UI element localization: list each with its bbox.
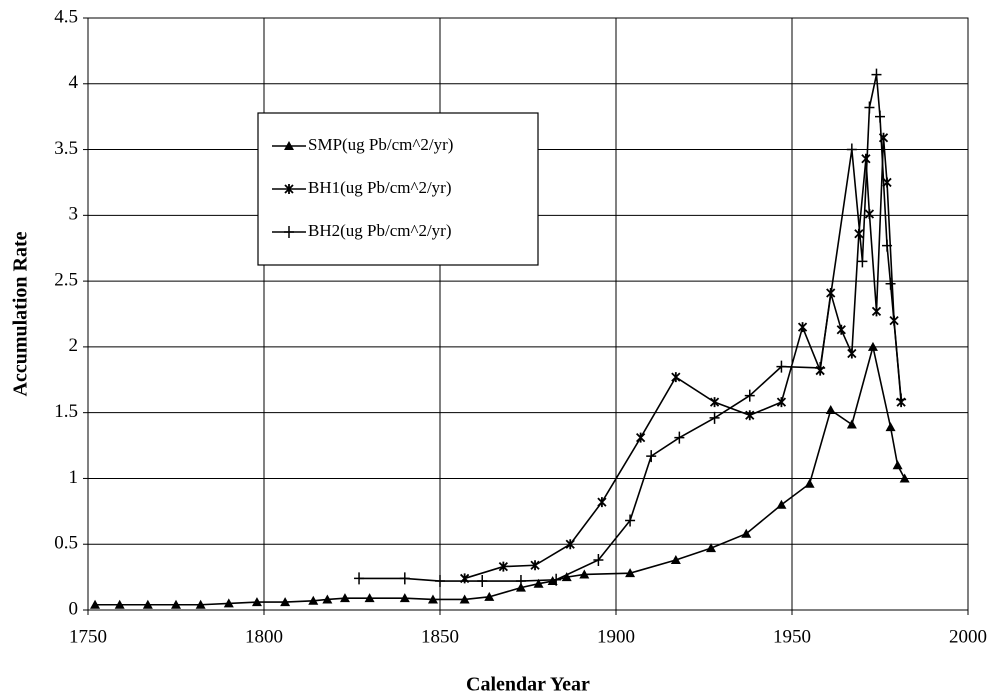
y-tick-label: 2 <box>69 335 79 356</box>
marker <box>284 184 294 194</box>
marker <box>142 599 153 609</box>
marker <box>435 575 445 588</box>
marker <box>284 226 294 238</box>
marker <box>706 543 717 553</box>
marker <box>533 578 544 588</box>
marker <box>223 598 234 608</box>
marker <box>804 478 815 488</box>
marker <box>251 597 262 607</box>
marker <box>322 594 333 604</box>
marker <box>498 561 508 572</box>
y-tick-label: 2.5 <box>54 269 78 290</box>
y-axis-label: Accumulation Rate <box>10 231 32 396</box>
marker <box>741 528 752 538</box>
marker <box>847 348 857 359</box>
marker <box>625 514 636 527</box>
legend-label: BH2(ug Pb/cm^2/yr) <box>308 221 452 240</box>
marker <box>857 255 868 268</box>
marker <box>776 397 787 408</box>
marker <box>836 324 846 335</box>
marker <box>846 419 857 429</box>
x-tick-label: 1800 <box>245 626 283 647</box>
marker <box>896 393 907 406</box>
marker <box>899 473 910 483</box>
marker <box>670 555 681 565</box>
marker <box>593 554 604 567</box>
marker <box>579 569 590 579</box>
marker <box>892 460 903 470</box>
marker <box>171 599 181 609</box>
marker <box>709 397 720 408</box>
x-tick-label: 1900 <box>597 626 635 647</box>
y-tick-label: 4.5 <box>54 6 78 27</box>
marker <box>459 594 470 604</box>
marker <box>709 411 720 424</box>
marker <box>280 597 291 607</box>
marker <box>797 322 808 333</box>
marker <box>871 68 882 81</box>
marker <box>815 361 826 374</box>
marker <box>114 599 125 609</box>
marker <box>825 405 836 415</box>
marker <box>195 599 206 609</box>
y-tick-label: 3 <box>69 204 79 225</box>
marker <box>484 591 495 601</box>
marker <box>875 110 885 123</box>
marker <box>871 306 882 317</box>
series-line <box>359 74 902 582</box>
marker <box>515 575 526 588</box>
marker <box>625 568 636 578</box>
marker <box>399 593 410 603</box>
y-tick-label: 1 <box>69 467 79 488</box>
y-tick-label: 0 <box>69 598 79 619</box>
marker <box>477 575 488 588</box>
marker <box>565 539 575 550</box>
marker <box>861 153 871 164</box>
y-tick-label: 4 <box>69 72 79 93</box>
marker <box>744 389 755 402</box>
marker <box>864 209 875 220</box>
y-tick-label: 0.5 <box>54 533 78 554</box>
legend-label: BH1(ug Pb/cm^2/yr) <box>308 178 452 197</box>
legend: SMP(ug Pb/cm^2/yr) BH1(ug Pb/cm^2/yr) BH2(… <box>257 112 539 266</box>
marker <box>354 572 365 585</box>
x-tick-label: 1750 <box>69 626 107 647</box>
marker <box>530 560 540 571</box>
marker <box>674 431 685 444</box>
marker <box>515 582 526 592</box>
marker <box>561 572 572 582</box>
marker <box>885 422 896 432</box>
legend-label: SMP(ug Pb/cm^2/yr) <box>308 135 453 154</box>
marker <box>864 101 875 114</box>
marker <box>284 141 294 150</box>
x-tick-label: 2000 <box>949 626 987 647</box>
marker <box>646 450 657 463</box>
x-tick-label: 1850 <box>421 626 459 647</box>
y-tick-label: 3.5 <box>54 138 78 159</box>
marker <box>636 432 646 443</box>
marker <box>885 277 896 290</box>
marker <box>846 143 857 156</box>
x-tick-label: 1950 <box>773 626 811 647</box>
x-axis-label: Calendar Year <box>466 674 590 696</box>
marker <box>364 593 375 603</box>
marker <box>867 341 878 351</box>
marker <box>308 595 319 605</box>
marker <box>399 572 410 585</box>
marker <box>776 499 787 509</box>
marker <box>90 599 101 609</box>
marker <box>882 239 893 252</box>
marker <box>427 594 438 604</box>
marker <box>671 372 681 383</box>
y-tick-label: 1.5 <box>54 401 78 422</box>
marker <box>551 573 562 586</box>
marker <box>745 410 755 421</box>
marker <box>339 593 350 603</box>
marker <box>776 360 787 373</box>
marker <box>597 497 607 508</box>
